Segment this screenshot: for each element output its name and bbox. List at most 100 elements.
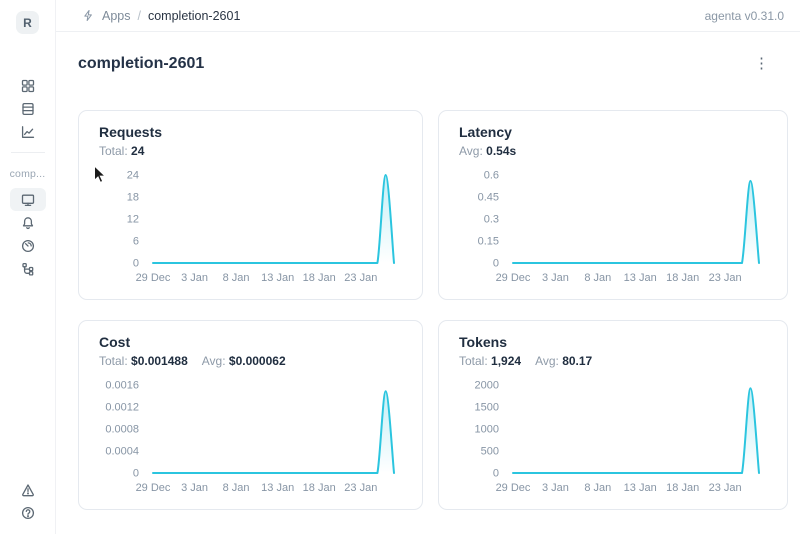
breadcrumb: Apps / completion-2601 [82, 9, 240, 23]
card-title: Requests [99, 124, 163, 140]
tokens-card: Tokens Total: 1,924 Avg: 80.17 2000 1500 10… [438, 320, 788, 510]
page-menu-kebab-icon[interactable]: ⋮ [754, 55, 769, 72]
chart-stat: Total: 1,924 [459, 354, 522, 368]
svg-text:1500: 1500 [475, 402, 499, 414]
svg-text:18 Jan: 18 Jan [666, 482, 699, 494]
svg-text:29 Dec: 29 Dec [136, 272, 171, 284]
svg-text:29 Dec: 29 Dec [496, 272, 531, 284]
requests-card: Requests Total: 24 24 18 12 6 0 29 Dec 3 Jan 8 … [78, 110, 423, 300]
svg-text:0.6: 0.6 [484, 170, 499, 182]
svg-text:13 Jan: 13 Jan [261, 482, 294, 494]
svg-text:3 Jan: 3 Jan [542, 272, 569, 284]
card-stats: Total: $0.001488 Avg: $0.000062 [99, 353, 402, 369]
svg-text:12: 12 [127, 214, 139, 226]
sidebar-item-insights[interactable] [10, 120, 46, 143]
sidebar-item-evaluations[interactable] [10, 97, 46, 120]
svg-text:0.0012: 0.0012 [105, 402, 139, 414]
overview-monitor-icon [20, 192, 36, 208]
svg-text:13 Jan: 13 Jan [624, 482, 657, 494]
card-stats: Total: 24 [99, 143, 402, 159]
workspace-label: comp... [9, 168, 46, 180]
sidebar: R [0, 0, 56, 534]
svg-text:6: 6 [133, 236, 139, 248]
svg-text:13 Jan: 13 Jan [261, 272, 294, 284]
requests-chart: 24 18 12 6 0 29 Dec 3 Jan 8 Jan 13 Jan 18 Jan 23 J… [99, 163, 402, 291]
traces-tree-icon [20, 261, 36, 277]
chart-stat: Avg: 80.17 [535, 354, 593, 368]
sidebar-item-overview[interactable] [9, 188, 46, 211]
sidebar-item-apps[interactable] [10, 74, 46, 97]
chart-stat: Total: 24 [99, 144, 145, 158]
chart-stat: Avg: $0.000062 [201, 354, 286, 368]
latency-card: Latency Avg: 0.54s 0.6 0.45 0.3 0.15 0 29 Dec… [438, 110, 788, 300]
svg-text:8 Jan: 8 Jan [584, 482, 611, 494]
card-stats: Avg: 0.54s [459, 143, 767, 159]
card-title: Cost [99, 334, 131, 350]
svg-text:23 Jan: 23 Jan [344, 272, 377, 284]
app-version: agenta v0.31.0 [704, 8, 784, 23]
svg-text:0: 0 [493, 258, 499, 270]
svg-text:0.0016: 0.0016 [105, 380, 139, 392]
sidebar-item-observability[interactable] [10, 234, 46, 257]
svg-text:8 Jan: 8 Jan [223, 272, 250, 284]
svg-text:500: 500 [481, 446, 499, 458]
apps-grid-icon [20, 78, 36, 94]
chart-stat: Total: $0.001488 [99, 354, 188, 368]
svg-text:0: 0 [133, 468, 139, 480]
svg-text:18 Jan: 18 Jan [303, 482, 336, 494]
breadcrumb-apps-link[interactable]: Apps [102, 8, 131, 23]
svg-text:13 Jan: 13 Jan [624, 272, 657, 284]
sidebar-item-playground[interactable] [10, 211, 46, 234]
metric-cards: Requests Total: 24 24 18 12 6 0 29 Dec 3 Jan 8 … [78, 110, 788, 510]
svg-text:23 Jan: 23 Jan [709, 272, 742, 284]
sidebar-item-alerts[interactable] [10, 478, 46, 501]
sidebar-item-traces[interactable] [10, 257, 46, 280]
evaluations-list-icon [20, 101, 36, 117]
observability-gauge-icon [20, 238, 36, 254]
svg-text:18 Jan: 18 Jan [666, 272, 699, 284]
breadcrumb-separator: / [137, 8, 141, 23]
help-circle-icon [20, 505, 36, 521]
cost-card: Cost Total: $0.001488 Avg: $0.000062 0.00… [78, 320, 423, 510]
svg-text:8 Jan: 8 Jan [584, 272, 611, 284]
breadcrumb-current: completion-2601 [147, 8, 241, 23]
svg-text:24: 24 [127, 170, 139, 182]
svg-text:0.15: 0.15 [478, 236, 499, 248]
svg-text:23 Jan: 23 Jan [709, 482, 742, 494]
topbar: Apps / completion-2601 agenta v0.31.0 [56, 0, 800, 32]
zap-icon [82, 9, 95, 22]
svg-text:3 Jan: 3 Jan [542, 482, 569, 494]
tokens-chart: 2000 1500 1000 500 0 29 Dec 3 Jan 8 Jan 13 Jan 18… [459, 373, 767, 501]
card-title: Latency [459, 124, 512, 140]
alert-triangle-icon [20, 482, 36, 498]
card-title: Tokens [459, 334, 507, 350]
svg-text:2000: 2000 [475, 380, 499, 392]
svg-text:0.3: 0.3 [484, 214, 499, 226]
sidebar-item-help[interactable] [10, 501, 46, 524]
svg-text:3 Jan: 3 Jan [181, 272, 208, 284]
svg-text:8 Jan: 8 Jan [223, 482, 250, 494]
svg-text:18 Jan: 18 Jan [303, 272, 336, 284]
playground-bell-icon [20, 215, 36, 231]
svg-text:29 Dec: 29 Dec [136, 482, 171, 494]
cost-chart: 0.0016 0.0012 0.0008 0.0004 0 29 Dec 3 Jan 8 Ja… [99, 373, 402, 501]
sidebar-divider [10, 152, 45, 153]
workspace-avatar[interactable]: R [16, 11, 39, 34]
svg-text:0: 0 [133, 258, 139, 270]
card-stats: Total: 1,924 Avg: 80.17 [459, 353, 767, 369]
chart-stat: Avg: 0.54s [459, 144, 517, 158]
svg-text:1000: 1000 [475, 424, 499, 436]
page-title: completion-2601 [78, 55, 205, 72]
svg-text:29 Dec: 29 Dec [496, 482, 531, 494]
svg-text:3 Jan: 3 Jan [181, 482, 208, 494]
svg-text:0: 0 [493, 468, 499, 480]
latency-chart: 0.6 0.45 0.3 0.15 0 29 Dec 3 Jan 8 Jan 13 Jan 18 … [459, 163, 767, 291]
svg-text:0.0004: 0.0004 [105, 446, 139, 458]
main-area: Apps / completion-2601 agenta v0.31.0 co… [56, 0, 800, 534]
insights-chart-icon [20, 124, 36, 140]
svg-text:23 Jan: 23 Jan [344, 482, 377, 494]
svg-text:0.0008: 0.0008 [105, 424, 139, 436]
svg-text:0.45: 0.45 [478, 192, 499, 204]
svg-text:18: 18 [127, 192, 139, 204]
